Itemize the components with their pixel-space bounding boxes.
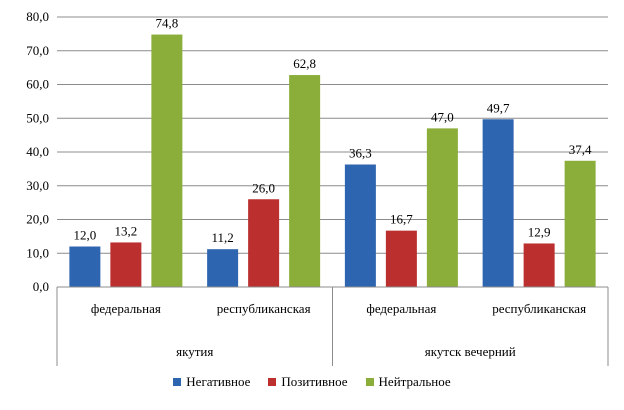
- bar: [248, 199, 280, 287]
- y-tick-label: 80,0: [26, 9, 49, 24]
- bars: [69, 34, 596, 287]
- x-group-label: якутия: [176, 344, 213, 359]
- data-label: 62,8: [293, 56, 316, 71]
- y-tick-label: 0,0: [33, 279, 49, 294]
- data-labels: 12,0 11,2 36,3 49,7 13,2 26,0 16,7 12,9 74,8 62,8…: [74, 16, 593, 246]
- legend: Негативное Позитивное Нейтральное: [0, 374, 624, 390]
- bar: [207, 249, 239, 287]
- x-category-label: федеральная: [91, 301, 161, 316]
- data-label: 26,0: [252, 180, 275, 195]
- bar: [523, 243, 555, 287]
- x-group-label: якутск вечерний: [425, 344, 516, 359]
- legend-label: Позитивное: [281, 374, 348, 389]
- data-label: 11,2: [211, 230, 233, 245]
- bar: [110, 242, 142, 287]
- data-label: 12,0: [74, 228, 97, 243]
- legend-swatch: [268, 378, 277, 386]
- bar: [564, 160, 596, 287]
- y-axis-tick-labels: 0,0 10,0 20,0 30,0 40,0 50,0 60,0 70,0 80,0: [26, 9, 49, 294]
- data-label: 12,9: [528, 224, 551, 239]
- data-label: 49,7: [487, 100, 510, 115]
- legend-item: Позитивное: [268, 374, 348, 390]
- legend-label: Негативное: [186, 374, 251, 389]
- legend-item: Нейтральное: [365, 374, 451, 390]
- gridlines: [57, 16, 608, 288]
- bar: [426, 128, 458, 287]
- bar: [344, 164, 376, 287]
- y-tick-label: 30,0: [26, 178, 49, 193]
- x-category-label: республиканская: [492, 301, 586, 316]
- data-label: 74,8: [156, 16, 179, 31]
- y-tick-label: 10,0: [26, 245, 49, 260]
- x-axis: федеральная республиканская якутия федераль…: [56, 286, 609, 366]
- y-tick-label: 20,0: [26, 212, 49, 227]
- bar: [385, 230, 417, 287]
- data-label: 36,3: [349, 145, 372, 160]
- x-category-label: федеральная: [366, 301, 436, 316]
- y-tick-label: 40,0: [26, 144, 49, 159]
- y-tick-label: 50,0: [26, 110, 49, 125]
- y-tick-label: 60,0: [26, 77, 49, 92]
- data-label: 13,2: [115, 223, 138, 238]
- legend-label: Нейтральное: [378, 374, 451, 389]
- y-tick-label: 70,0: [26, 43, 49, 58]
- legend-swatch: [365, 378, 374, 386]
- data-label: 37,4: [569, 142, 592, 157]
- data-label: 16,7: [390, 212, 413, 227]
- bar: [69, 246, 101, 287]
- bar: [151, 34, 183, 287]
- data-label: 47,0: [431, 109, 454, 124]
- legend-item: Негативное: [173, 374, 250, 390]
- legend-swatch: [173, 378, 182, 386]
- bar: [482, 119, 514, 287]
- x-category-label: республиканская: [217, 301, 311, 316]
- bar: [289, 75, 321, 287]
